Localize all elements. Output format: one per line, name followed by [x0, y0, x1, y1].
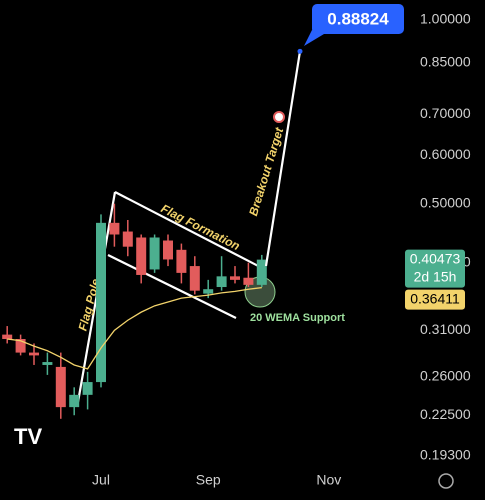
candle-body [216, 276, 227, 288]
flag-upper-line [114, 191, 267, 271]
y-tick-label: 0.26000 [420, 368, 471, 384]
y-tick-label: 0.60000 [420, 146, 471, 162]
candle-body [15, 338, 26, 353]
ema-line [7, 287, 262, 370]
y-tick-label: 0.31000 [420, 321, 471, 337]
candle-body [230, 276, 240, 280]
countdown-label: 2d 15h [414, 268, 457, 284]
x-tick-label: Nov [316, 472, 341, 488]
candle-body [203, 289, 214, 294]
y-tick-label: 1.00000 [420, 11, 471, 27]
candle-body [2, 334, 13, 339]
x-tick-label: Jul [92, 472, 110, 488]
target-pointer [304, 30, 324, 46]
target-box [312, 4, 404, 34]
candle-body [69, 394, 80, 408]
logo: TV [14, 424, 42, 449]
candle-body [42, 362, 53, 365]
x-tick-label: Sep [196, 472, 221, 488]
candle-body [122, 231, 133, 247]
ema-price-label: 0.36411 [410, 290, 460, 306]
candle-body [55, 366, 66, 408]
y-tick-label: 0.50000 [420, 194, 471, 210]
breakout-line [264, 51, 302, 267]
candle-body [243, 277, 254, 285]
y-tick-label: 0.70000 [420, 105, 471, 121]
candle-body [189, 266, 200, 291]
candle-body [82, 382, 93, 395]
y-tick-label: 0.85000 [420, 54, 471, 70]
last-price-label: 0.40473 [410, 250, 461, 266]
y-tick-label: 0.19300 [420, 447, 471, 463]
candle-body [29, 352, 39, 356]
candle-body [96, 222, 106, 383]
target-point [297, 48, 303, 54]
target-icon [273, 111, 285, 123]
last-price-box [405, 249, 465, 288]
ema-price-box [405, 289, 465, 310]
candle-body [256, 259, 267, 285]
target-label: 0.88824 [327, 9, 389, 28]
candle-body [163, 240, 173, 260]
settings-icon[interactable] [438, 473, 454, 489]
candle-body [149, 237, 160, 270]
candle-body [136, 237, 147, 275]
candle-body [176, 249, 187, 273]
y-tick-label: 0.22500 [420, 406, 471, 422]
flag-lower-line [107, 254, 237, 319]
annotation: 20 WEMA Support [250, 312, 345, 324]
candle-body [109, 222, 120, 235]
